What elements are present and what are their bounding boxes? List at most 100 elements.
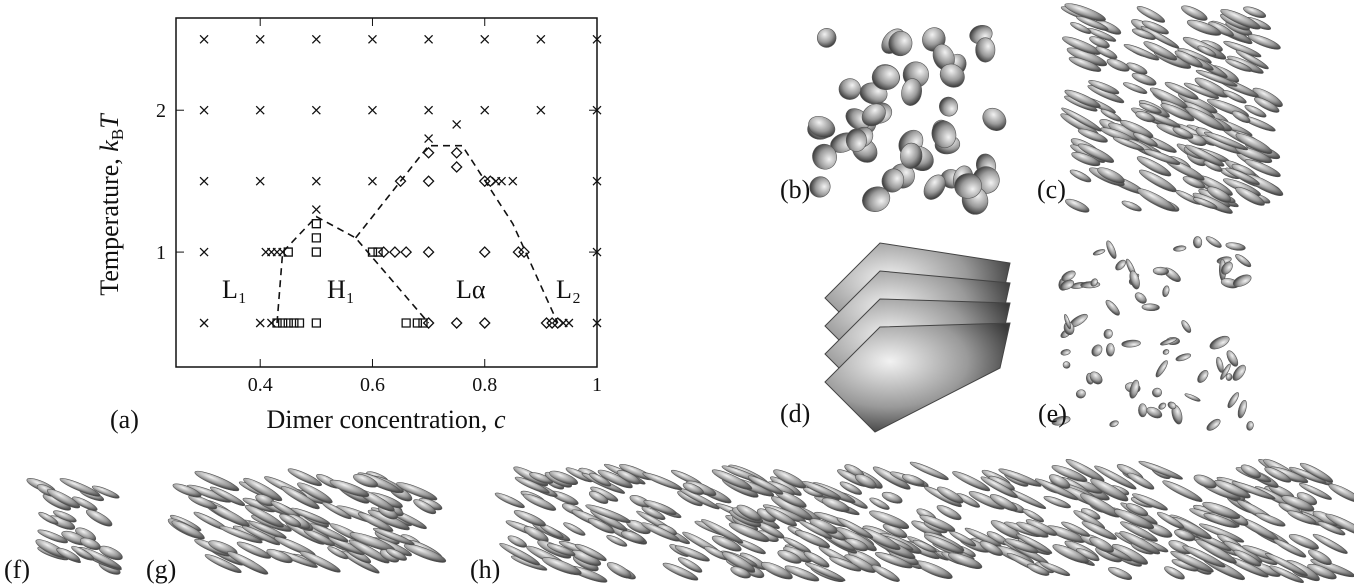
micelle (1175, 352, 1192, 362)
panel-label: (c) (1037, 175, 1066, 204)
marker-x (498, 177, 506, 185)
marker-diamond (452, 148, 462, 158)
marker-x (256, 319, 264, 327)
marker-x (537, 35, 545, 43)
micelle (562, 521, 586, 538)
marker-x (481, 106, 489, 114)
micelle (937, 95, 960, 118)
micelle (1090, 343, 1104, 358)
plot-frame (176, 18, 597, 367)
micelle (976, 38, 996, 63)
marker-x (312, 206, 320, 214)
marker-diamond (480, 247, 490, 257)
micelle (1205, 417, 1222, 432)
marker-diamond (452, 162, 462, 172)
x-tick-label: 0.4 (248, 374, 273, 396)
micelle (1225, 241, 1246, 251)
marker-square (290, 319, 298, 327)
marker-square (402, 319, 410, 327)
micelle (1180, 319, 1193, 334)
micelle (1157, 402, 1167, 411)
micelle (1121, 339, 1140, 347)
micelle (1126, 470, 1156, 491)
y-tick-label: 2 (156, 100, 166, 122)
x-tick-label: 0.6 (360, 374, 385, 396)
phase-diagram: Temperature, kBT Dimer concentration, c … (95, 18, 602, 434)
micelle (1102, 328, 1114, 340)
micelle (1193, 236, 1202, 248)
micelle (1208, 333, 1231, 351)
panel-label: (d) (780, 399, 810, 428)
panel-label: (g) (146, 555, 176, 584)
marker-square (279, 319, 287, 327)
phase-label: L₁ (222, 275, 247, 304)
marker-x (312, 106, 320, 114)
micelle (1327, 481, 1354, 506)
micelle (978, 104, 1010, 136)
micelle (1128, 270, 1141, 290)
marker-x (200, 177, 208, 185)
marker-x (312, 35, 320, 43)
marker-square (413, 319, 421, 327)
marker-diamond (480, 318, 490, 328)
marker-square (312, 220, 320, 228)
micelle (1138, 404, 1146, 417)
marker-square (295, 319, 303, 327)
marker-x (425, 135, 433, 143)
micelle (1162, 349, 1170, 356)
micelle (846, 129, 867, 152)
micelle (1161, 285, 1170, 297)
marker-square (312, 248, 320, 256)
micelle (1192, 472, 1218, 491)
marker-x (200, 319, 208, 327)
micelle (1184, 392, 1201, 402)
render-layers (825, 243, 1010, 432)
x-tick-label: 1 (592, 374, 602, 396)
panel-label: (b) (780, 175, 810, 204)
marker-x (537, 106, 545, 114)
marker-x (368, 106, 376, 114)
micelle (1230, 363, 1248, 383)
marker-x (267, 319, 275, 327)
micelle (1060, 349, 1071, 357)
phase-label: Lα (456, 275, 486, 304)
micelle (1109, 419, 1120, 428)
render-dots (805, 23, 1010, 217)
micelle (1154, 359, 1169, 378)
marker-x (368, 35, 376, 43)
marker-x (509, 177, 517, 185)
panel-label: (a) (110, 405, 139, 434)
micelle (1142, 303, 1160, 311)
x-axis-label: Dimer concentration, c (267, 405, 506, 434)
render-rods (166, 466, 447, 577)
panel-label: (e) (1038, 399, 1067, 428)
x-tick-label: 0.8 (472, 374, 497, 396)
micelle (1236, 399, 1248, 419)
marker-diamond (390, 247, 400, 257)
micelle (1128, 379, 1141, 399)
render-rods (1059, 0, 1285, 216)
micelle (1225, 349, 1240, 368)
render-rods (25, 476, 124, 577)
micelle (1104, 298, 1122, 317)
micelle (1234, 252, 1253, 268)
micelle (1105, 56, 1131, 74)
marker-diamond (424, 247, 434, 257)
micelle (1064, 197, 1091, 215)
micelle (1133, 291, 1148, 306)
marker-x (256, 35, 264, 43)
micelle (1215, 356, 1225, 373)
micelle (1246, 421, 1255, 431)
marker-x (425, 35, 433, 43)
phase-label: L₂ (556, 275, 581, 304)
micelle (1173, 245, 1186, 252)
marker-x (256, 106, 264, 114)
micelle (1152, 387, 1163, 397)
micelle (1107, 565, 1133, 582)
render-rods (494, 456, 1354, 585)
micelle (1121, 199, 1143, 213)
micelle (1138, 459, 1184, 482)
micelle (1114, 258, 1128, 272)
marker-diamond (401, 247, 411, 257)
micelle (1195, 368, 1210, 384)
